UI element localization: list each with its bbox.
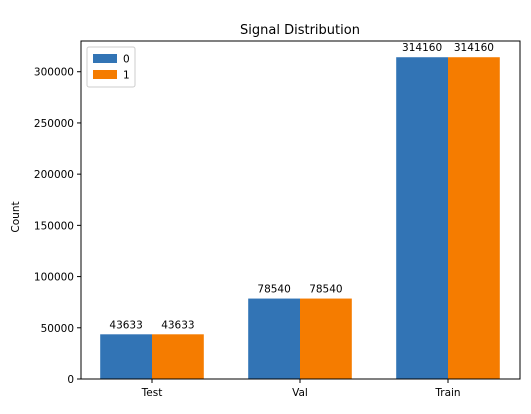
bar-1-train [448,57,500,379]
data-label-1-train: 314160 [454,42,494,54]
legend-label-0: 0 [123,54,130,66]
y-tick-label: 300000 [34,67,74,79]
y-tick-label: 0 [67,374,74,386]
axes-layer: 0 50000 100000 150000 200000 250000 300000 Test… [34,40,521,399]
data-label-0-train: 314160 [402,42,442,54]
chart-title: Signal Distribution [240,23,360,38]
legend: 01 [86,46,136,88]
data-labels-layer: 43633 78540 314160 43633 78540 314160 [109,42,494,331]
data-label-0-val: 78540 [257,284,290,296]
bar-1-test [152,334,204,379]
bar-0-val [248,298,300,379]
y-tick-label: 150000 [34,220,74,232]
y-tick-label: 50000 [41,323,74,335]
data-label-1-test: 43633 [161,319,194,331]
bar-0-test [100,334,152,379]
x-tick-label: Train [434,387,460,399]
bar-1-val [300,298,352,379]
y-axis-label: Count [10,201,22,232]
data-label-0-test: 43633 [109,319,142,331]
y-tick-label: 200000 [34,169,74,181]
bar-0-train [396,57,448,379]
legend-label-1: 1 [123,70,130,82]
legend-swatch-1 [93,70,117,79]
data-label-1-val: 78540 [309,284,342,296]
bars-layer [100,57,500,379]
y-tick-label: 100000 [34,272,74,284]
y-tick-label: 250000 [34,118,74,130]
x-tick-label: Test [141,387,163,399]
x-tick-label: Val [292,387,308,399]
legend-swatch-0 [93,54,117,63]
